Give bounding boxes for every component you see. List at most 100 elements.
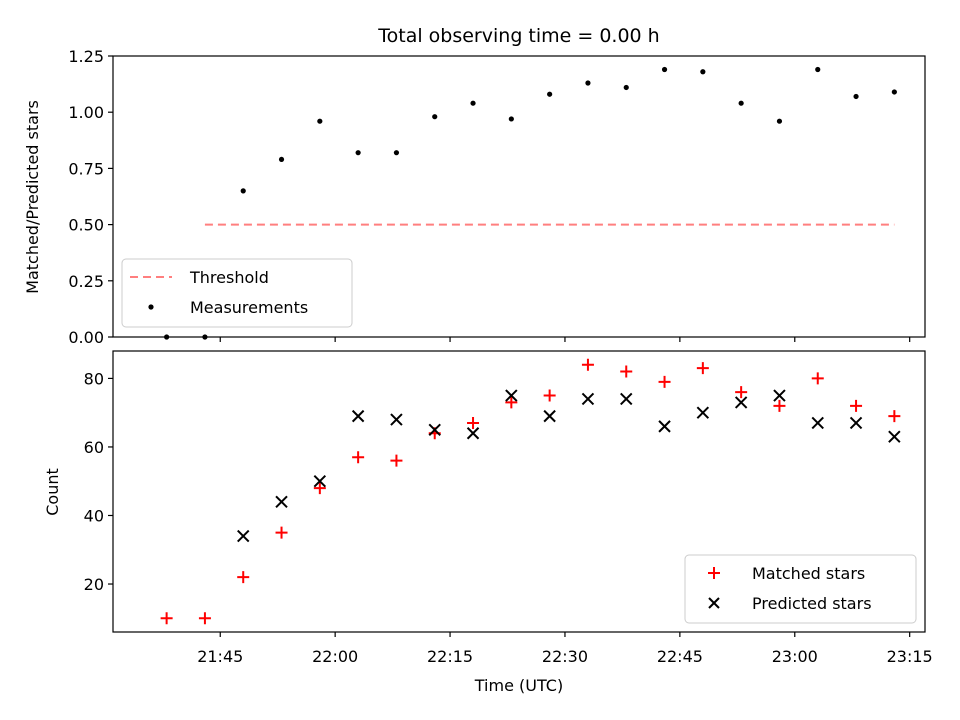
- matched-star-point: [735, 386, 748, 399]
- matched-star-point: [696, 362, 709, 375]
- top-y-tick-label: 1.00: [68, 103, 104, 122]
- matched-star-point: [850, 399, 863, 412]
- predicted-star-point: [581, 392, 595, 406]
- measurement-point: [700, 69, 706, 75]
- top-panel: 0.00 0.25 0.50 0.75 1.00 1.25 Matched/Predict…: [23, 47, 926, 347]
- predicted-star-point: [313, 475, 327, 488]
- matched-star-point: [658, 375, 671, 388]
- top-legend-box: [121, 258, 353, 328]
- matched-star-point: [198, 612, 211, 625]
- measurement-point: [623, 84, 629, 91]
- measurement-point: [776, 118, 783, 124]
- bottom-legend: Matched stars Predicted stars: [684, 554, 917, 624]
- measurement-point: [547, 91, 553, 97]
- predicted-star-point: [351, 409, 365, 423]
- legend-measurements-label: Measurements: [190, 298, 308, 317]
- chart-title: Total observing time = 0.00 h: [377, 25, 659, 47]
- matched-star-point: [888, 410, 901, 423]
- measurement-point: [393, 150, 400, 156]
- legend-predicted-swatch: [708, 597, 720, 609]
- bottom-y-tick-label: 60: [84, 438, 104, 457]
- measurement-point: [661, 66, 668, 73]
- bottom-x-tick-label: 23:15: [887, 647, 933, 666]
- top-x-axis: [219, 337, 911, 342]
- bottom-x-tick-label: 21:45: [197, 647, 243, 666]
- measurement-point: [853, 93, 859, 100]
- bottom-x-tick-label: 22:00: [312, 647, 358, 666]
- measurement-point: [815, 66, 821, 73]
- bottom-legend-box: [684, 554, 917, 624]
- predicted-star-point: [275, 495, 288, 508]
- predicted-star-point: [734, 396, 748, 409]
- predicted-star-point: [849, 416, 863, 430]
- bottom-y-tick-label: 20: [84, 575, 104, 594]
- measurement-point: [202, 334, 208, 340]
- predicted-star-point: [696, 406, 710, 419]
- measurement-point: [470, 100, 476, 106]
- matched-star-point: [390, 454, 403, 467]
- matched-star-point: [313, 482, 326, 495]
- top-y-tick-label: 0.75: [68, 159, 104, 178]
- top-legend: Threshold Measurements: [121, 258, 353, 328]
- predicted-star-point: [543, 409, 556, 423]
- matched-star-point: [352, 451, 365, 464]
- bottom-plot-area: [160, 358, 901, 625]
- legend-matched-label: Matched stars: [752, 564, 865, 583]
- top-y-tick-label: 1.25: [68, 47, 104, 66]
- measurement-point: [317, 118, 323, 124]
- measurement-point: [278, 156, 285, 163]
- legend-measurements-swatch: [148, 304, 154, 310]
- top-y-axis: 0.00 0.25 0.50 0.75 1.00 1.25: [68, 47, 113, 347]
- bottom-x-tick-label: 22:15: [427, 647, 473, 666]
- top-plot-area: [164, 66, 897, 340]
- bottom-y-tick-label: 80: [84, 369, 104, 388]
- bottom-y-axis-label: Count: [43, 468, 62, 516]
- matched-star-point: [505, 396, 518, 409]
- measurement-point: [738, 100, 744, 106]
- matched-star-point: [467, 416, 480, 429]
- legend-matched-swatch: [708, 567, 720, 579]
- predicted-star-point: [390, 413, 403, 426]
- predicted-star-point: [773, 389, 786, 402]
- predicted-star-point: [505, 389, 518, 402]
- top-y-axis-label: Matched/Predicted stars: [23, 100, 42, 294]
- predicted-star-point: [428, 423, 441, 437]
- bottom-y-tick-label: 40: [84, 506, 104, 525]
- x-axis-label: Time (UTC): [474, 676, 563, 695]
- matched-star-point: [275, 526, 288, 539]
- matched-star-point: [237, 571, 250, 584]
- measurement-point: [891, 89, 897, 95]
- bottom-x-axis: 21:45 22:00 22:15 22:30 22:45 23:00 23:15: [197, 632, 933, 666]
- predicted-star-point: [620, 392, 633, 406]
- measurement-point: [240, 188, 246, 194]
- legend-predicted-label: Predicted stars: [752, 594, 872, 613]
- measurement-point: [432, 114, 438, 120]
- matched-star-point: [620, 365, 633, 378]
- legend-threshold-label: Threshold: [189, 268, 269, 287]
- matched-star-point: [581, 358, 594, 371]
- predicted-star-point: [658, 420, 671, 433]
- matched-star-point: [811, 372, 824, 385]
- bottom-x-tick-label: 23:00: [772, 647, 818, 666]
- measurement-point: [355, 150, 361, 156]
- matched-star-point: [543, 389, 556, 402]
- matched-star-point: [160, 612, 173, 625]
- bottom-y-axis: 20 40 60 80: [84, 369, 113, 594]
- top-plot-frame: [112, 55, 926, 338]
- measurement-point: [164, 334, 170, 340]
- bottom-x-tick-label: 22:30: [542, 647, 588, 666]
- predicted-star-point: [237, 529, 250, 543]
- top-y-tick-label: 0.25: [68, 272, 104, 291]
- predicted-star-point: [811, 416, 824, 430]
- bottom-x-tick-label: 22:45: [657, 647, 703, 666]
- measurement-point: [585, 80, 591, 86]
- top-y-tick-label: 0.00: [68, 328, 104, 347]
- bottom-plot-frame: [112, 350, 926, 633]
- predicted-star-point: [466, 427, 480, 440]
- measurement-point: [508, 116, 514, 122]
- matched-star-point: [773, 399, 786, 412]
- top-y-tick-label: 0.50: [68, 216, 104, 235]
- predicted-star-point: [888, 430, 901, 443]
